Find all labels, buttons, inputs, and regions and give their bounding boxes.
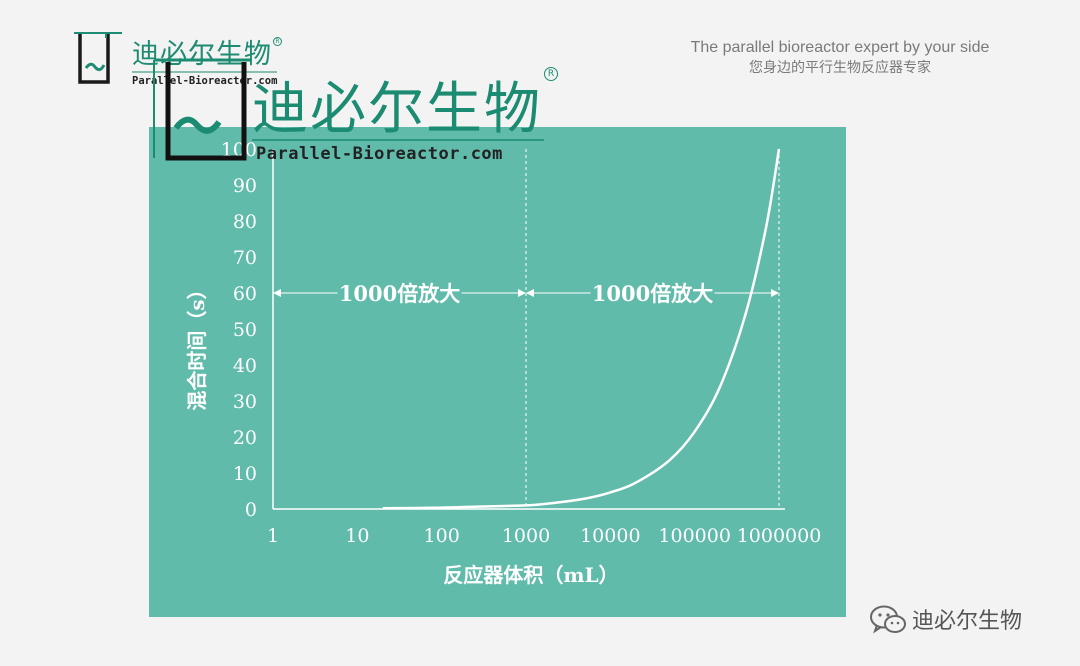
logo-large-underline bbox=[252, 139, 544, 141]
reference-lines bbox=[525, 149, 780, 509]
x-tick-label: 1 bbox=[267, 525, 279, 547]
annotation-label: 1000倍放大 bbox=[592, 281, 713, 306]
registered-mark: R bbox=[273, 37, 282, 46]
wechat-icon bbox=[870, 605, 906, 634]
arrowhead-right bbox=[518, 289, 526, 297]
x-tick-label: 1000 bbox=[502, 525, 550, 547]
beaker-logo-icon bbox=[74, 32, 122, 84]
logo-large-brand-name: 迪必尔生物 bbox=[252, 77, 542, 142]
y-tick-label: 30 bbox=[233, 391, 257, 413]
wechat-account-name: 迪必尔生物 bbox=[912, 609, 1023, 634]
company-logo-large: 迪必尔生物 Parallel-Bioreactor.com R bbox=[148, 52, 588, 167]
arrowhead-left bbox=[526, 289, 534, 297]
y-tick-label: 10 bbox=[233, 463, 257, 485]
mixing-time-curve bbox=[382, 148, 781, 510]
arrowhead-right bbox=[771, 289, 779, 297]
y-tick-label: 50 bbox=[233, 319, 257, 341]
y-tick-label: 90 bbox=[233, 175, 257, 197]
y-tick-label: 20 bbox=[233, 427, 257, 449]
x-tick-label: 10 bbox=[345, 525, 369, 547]
y-tick-label: 70 bbox=[233, 247, 257, 269]
logo-large-website: Parallel-Bioreactor.com bbox=[256, 144, 503, 164]
tagline-english: The parallel bioreactor expert by your s… bbox=[690, 39, 990, 56]
x-tick-label: 1000000 bbox=[737, 525, 822, 547]
y-tick-label: 40 bbox=[233, 355, 257, 377]
beaker-logo-large-icon bbox=[153, 58, 252, 161]
y-tick-label: 80 bbox=[233, 211, 257, 233]
x-tick-label: 10000 bbox=[580, 525, 640, 547]
wechat-account: 迪必尔生物 bbox=[868, 603, 1068, 637]
y-tick-label: 0 bbox=[245, 499, 257, 521]
x-tick-label: 100000 bbox=[658, 525, 731, 547]
y-tick-label: 60 bbox=[233, 283, 257, 305]
tagline-chinese: 您身边的平行生物反应器专家 bbox=[749, 60, 931, 76]
x-axis-label: 反应器体积（mL） bbox=[443, 563, 618, 587]
logo-brand-name: 迪必尔生物 bbox=[132, 39, 272, 70]
x-tick-label: 100 bbox=[424, 525, 460, 547]
annotation-label: 1000倍放大 bbox=[339, 281, 460, 306]
tagline: The parallel bioreactor expert by your s… bbox=[640, 38, 1040, 78]
chart-panel bbox=[149, 127, 846, 617]
x-tick-labels: 1 10 100 1000 10000 100000 1000000 bbox=[267, 525, 821, 547]
scale-up-annotations: 1000倍放大 1000倍放大 bbox=[273, 281, 779, 306]
registered-mark-large: R bbox=[544, 67, 558, 81]
logo-underline bbox=[132, 71, 277, 73]
arrowhead-left bbox=[273, 289, 281, 297]
y-axis-label: 混合时间（s） bbox=[185, 279, 209, 410]
